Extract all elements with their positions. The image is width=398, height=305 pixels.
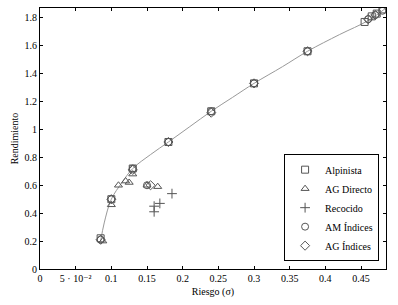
svg-text:0: 0 — [38, 273, 43, 284]
svg-text:0.1: 0.1 — [105, 273, 118, 284]
svg-text:0.8: 0.8 — [25, 152, 38, 163]
svg-text:0.45: 0.45 — [352, 273, 370, 284]
svg-text:0.15: 0.15 — [138, 273, 156, 284]
svg-text:Recocido: Recocido — [325, 203, 363, 214]
svg-text:0.35: 0.35 — [281, 273, 299, 284]
svg-text:1.6: 1.6 — [25, 40, 38, 51]
svg-text:AM Índices: AM Índices — [325, 222, 373, 233]
svg-text:Rendimiento: Rendimiento — [9, 113, 20, 165]
svg-text:5 · 10⁻²: 5 · 10⁻² — [60, 273, 92, 284]
svg-text:AG Directo: AG Directo — [325, 184, 372, 195]
svg-text:0.4: 0.4 — [25, 208, 38, 219]
svg-text:Riesgo (σ): Riesgo (σ) — [192, 286, 234, 298]
svg-text:0.2: 0.2 — [176, 273, 189, 284]
svg-text:0.2: 0.2 — [25, 236, 38, 247]
svg-text:0.6: 0.6 — [25, 180, 38, 191]
svg-text:1: 1 — [32, 124, 37, 135]
svg-text:0: 0 — [32, 264, 37, 275]
svg-text:0.25: 0.25 — [210, 273, 228, 284]
svg-text:Alpinista: Alpinista — [325, 165, 362, 176]
svg-text:0.4: 0.4 — [319, 273, 332, 284]
svg-text:1.8: 1.8 — [25, 12, 38, 23]
svg-text:0.3: 0.3 — [248, 273, 261, 284]
svg-text:1.4: 1.4 — [25, 68, 38, 79]
svg-text:AG Índices: AG Índices — [325, 241, 371, 252]
svg-text:1.2: 1.2 — [25, 96, 38, 107]
